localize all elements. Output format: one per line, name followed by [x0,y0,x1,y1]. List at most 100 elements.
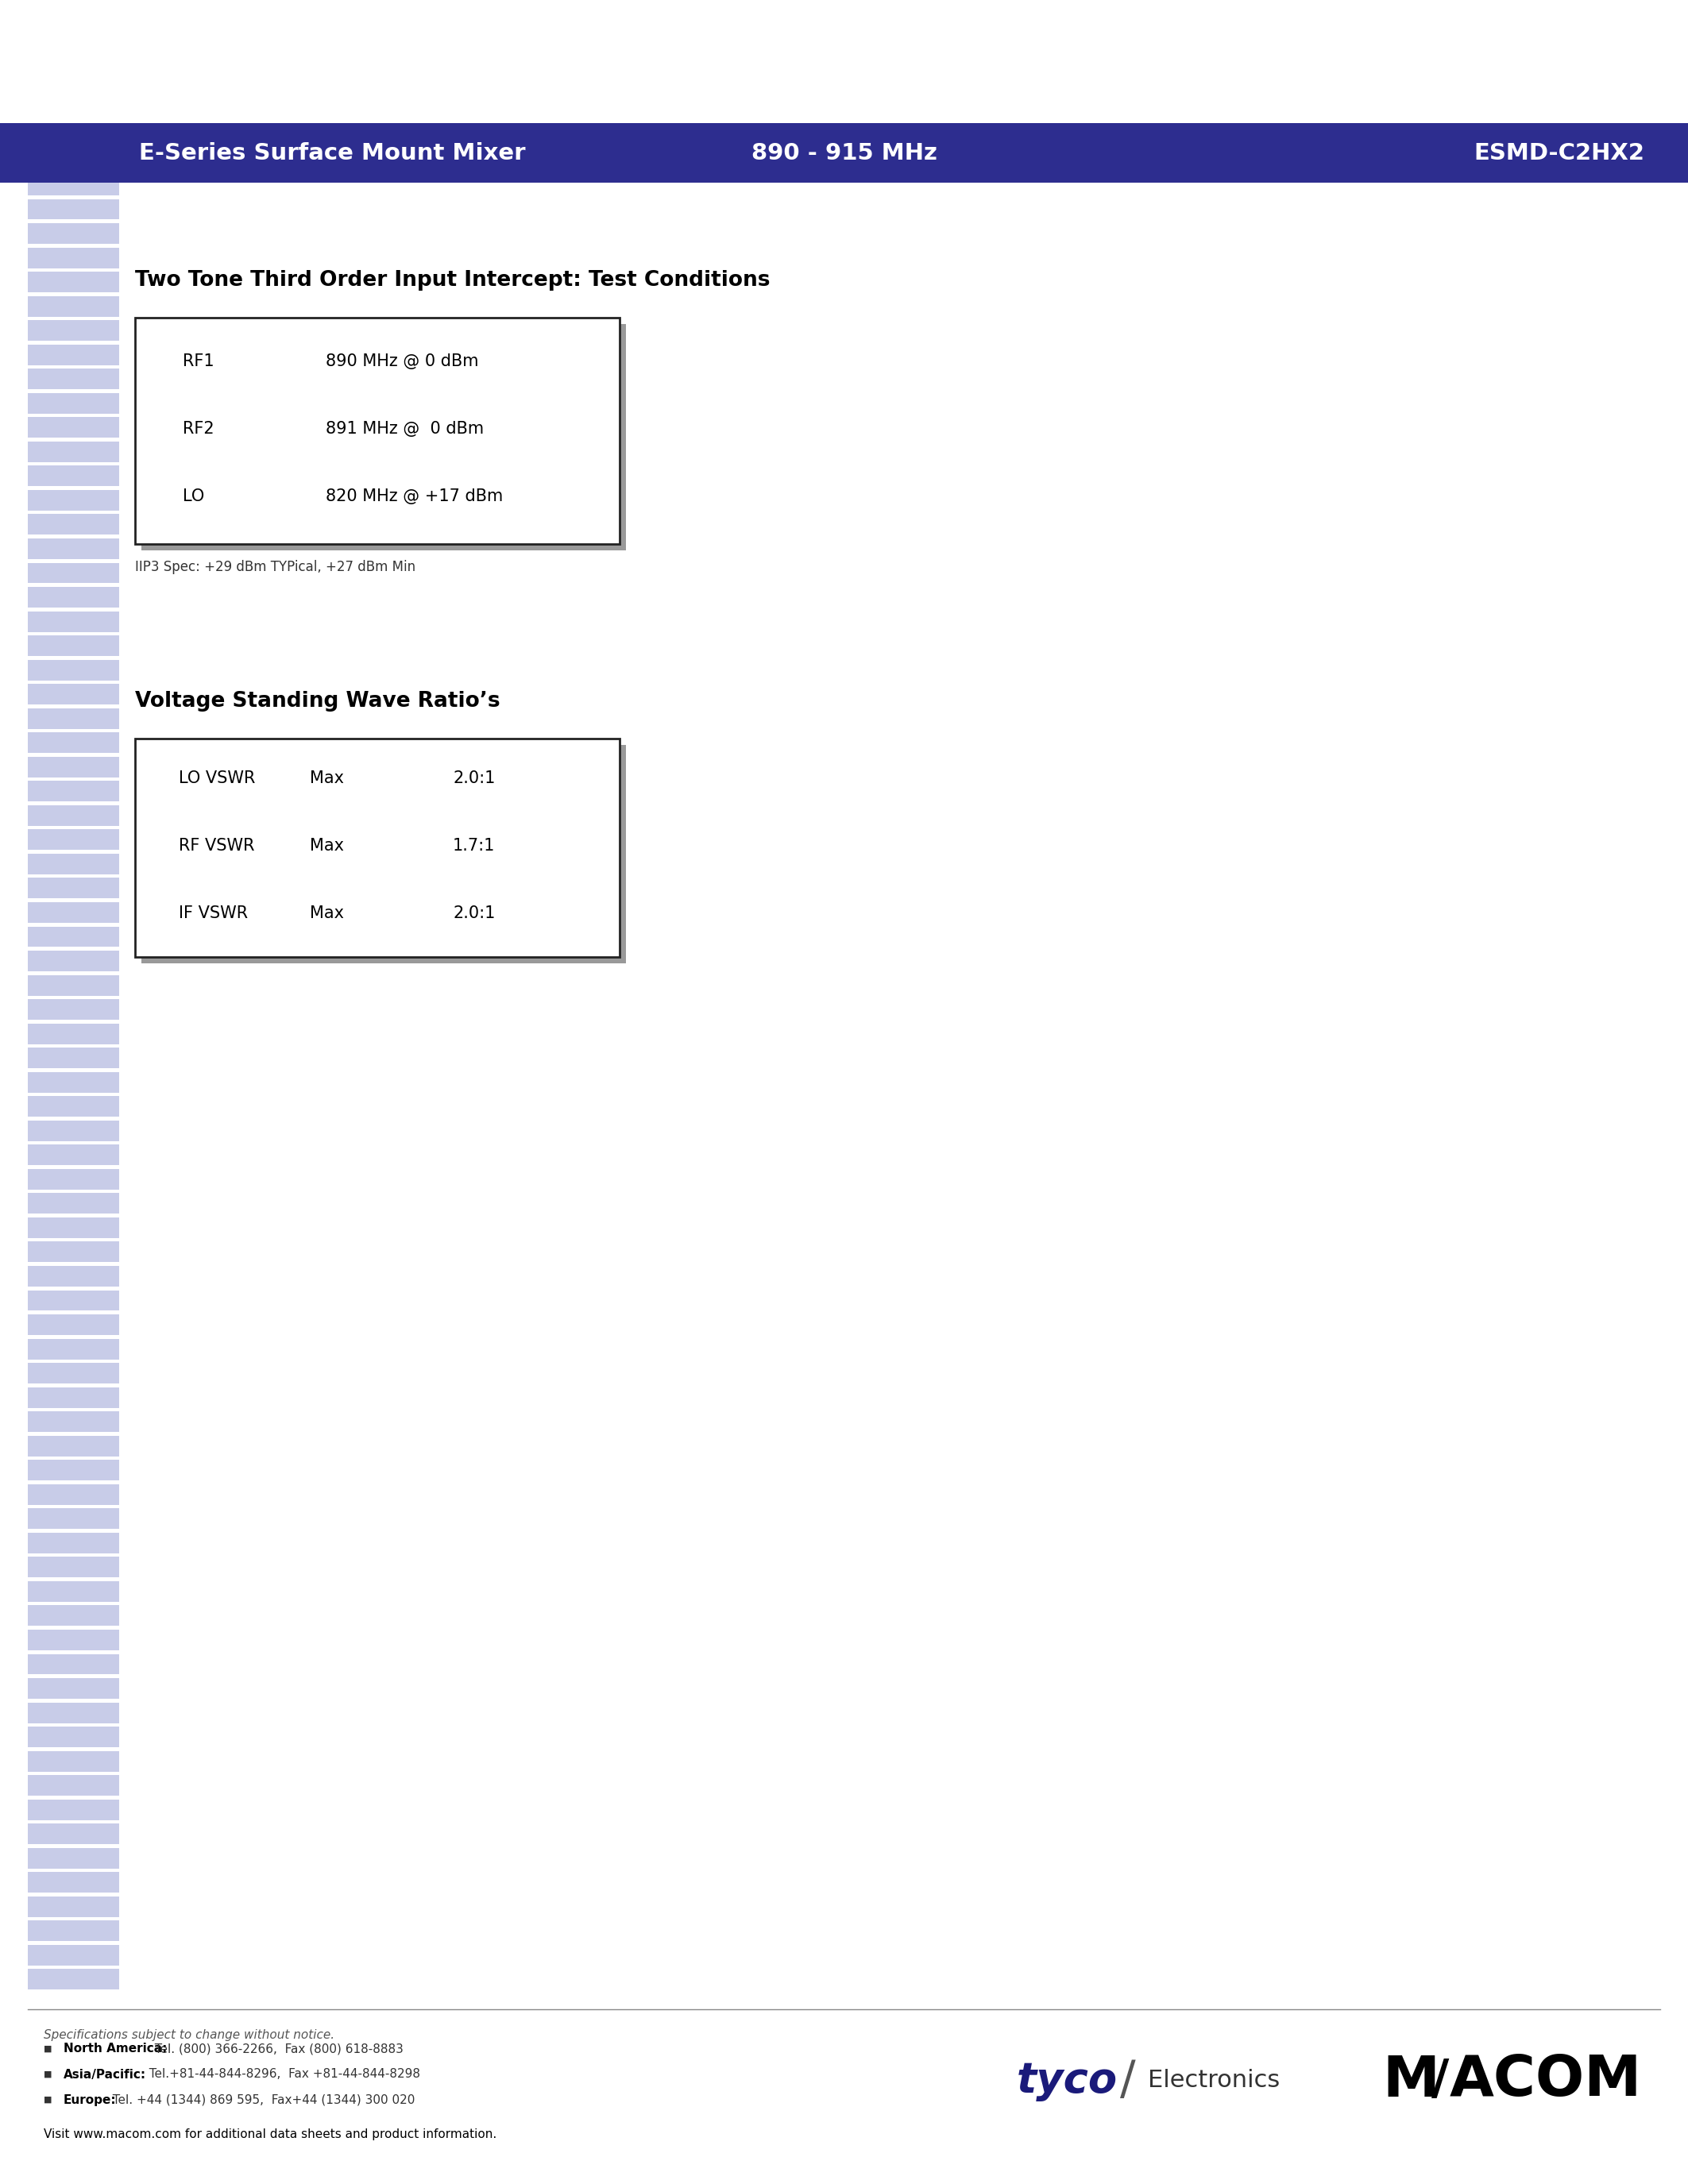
Bar [27,1291,120,1310]
Text: 891 MHz @  0 dBm: 891 MHz @ 0 dBm [326,422,484,437]
Bar [27,465,120,487]
Bar [27,1800,120,1819]
Bar [27,1723,120,1728]
Bar [135,317,619,544]
Bar [27,1601,120,1605]
Bar [27,1409,120,1411]
Bar [27,1505,120,1509]
Text: 820 MHz @ +17 dBm: 820 MHz @ +17 dBm [326,489,503,505]
Bar [27,1457,120,1459]
Bar [27,708,120,729]
Bar [27,1020,120,1024]
Text: Tel. (800) 366-2266,  Fax (800) 618-8883: Tel. (800) 366-2266, Fax (800) 618-8883 [147,2042,403,2055]
Bar [27,1728,120,1747]
Bar [27,413,120,417]
Bar [27,417,120,437]
Bar [27,1581,120,1601]
Bar [27,1192,120,1214]
Text: Voltage Standing Wave Ratio’s: Voltage Standing Wave Ratio’s [135,690,500,712]
Bar [27,830,120,850]
Text: Electronics: Electronics [1148,2068,1280,2092]
Text: ACOM: ACOM [1450,2053,1642,2108]
Bar [27,950,120,972]
Text: Max: Max [311,839,344,854]
Bar [27,974,120,996]
Bar [27,345,120,365]
Text: Asia/Pacific:: Asia/Pacific: [64,2068,147,2081]
Bar [27,924,120,926]
Bar [27,1677,120,1699]
Bar [27,1481,120,1485]
Bar [27,705,120,708]
Bar [27,393,120,413]
Bar [142,745,626,963]
Bar [27,1752,120,1771]
Text: RF2: RF2 [182,422,214,437]
Bar [27,437,120,441]
Bar [27,1382,120,1387]
Bar [27,1216,120,1238]
Text: Tel.+81-44-844-8296,  Fax +81-44-844-8298: Tel.+81-44-844-8296, Fax +81-44-844-8298 [142,2068,420,2081]
Bar [27,684,120,705]
Bar [27,854,120,874]
Bar [27,1140,120,1144]
Bar [27,1990,120,1994]
Text: 1.7:1: 1.7:1 [452,839,495,854]
Bar [27,636,120,655]
Bar [27,1627,120,1629]
Bar [27,245,120,247]
Bar [27,782,120,802]
Bar [27,1048,120,1068]
Bar [27,996,120,1000]
Text: ■: ■ [44,2044,52,2053]
Bar [27,1529,120,1533]
Bar [27,441,120,463]
Bar [27,1166,120,1168]
Text: 890 - 915 MHz: 890 - 915 MHz [751,142,937,164]
Bar [27,269,120,271]
Bar [27,223,120,245]
Text: /: / [1431,2057,1450,2103]
Bar [27,341,120,345]
Bar [27,1485,120,1505]
Bar [0,122,1688,183]
Bar [27,1024,120,1044]
Text: LO VSWR: LO VSWR [179,771,255,786]
Bar [27,1433,120,1435]
Bar [27,535,120,539]
Bar [27,1776,120,1795]
Bar [27,1435,120,1457]
Text: 2.0:1: 2.0:1 [452,906,495,922]
Bar [27,1942,120,1946]
Bar [27,1701,120,1723]
Bar [135,738,619,957]
Bar [27,199,120,221]
Bar [27,655,120,660]
Bar [27,1286,120,1291]
Bar [27,1894,120,1896]
Bar [27,850,120,854]
Text: Visit www.macom.com for additional data sheets and product information.: Visit www.macom.com for additional data … [44,2129,496,2140]
Bar [27,511,120,513]
Bar [27,1168,120,1190]
Bar [27,926,120,948]
Bar [27,221,120,223]
Text: IF VSWR: IF VSWR [179,906,248,922]
Bar [27,1795,120,1800]
Bar [27,247,120,269]
Bar [27,194,120,199]
Bar [27,1262,120,1267]
Bar [27,1459,120,1481]
Bar [27,1092,120,1096]
Bar [27,1747,120,1752]
Text: E-Series Surface Mount Mixer: E-Series Surface Mount Mixer [138,142,525,164]
Bar [27,489,120,511]
Text: Europe:: Europe: [64,2094,116,2105]
Bar [27,1557,120,1577]
Bar [27,948,120,950]
Bar [27,1970,120,1990]
Bar [27,587,120,607]
Bar [27,1044,120,1048]
Bar [27,1000,120,1020]
Bar [27,753,120,756]
